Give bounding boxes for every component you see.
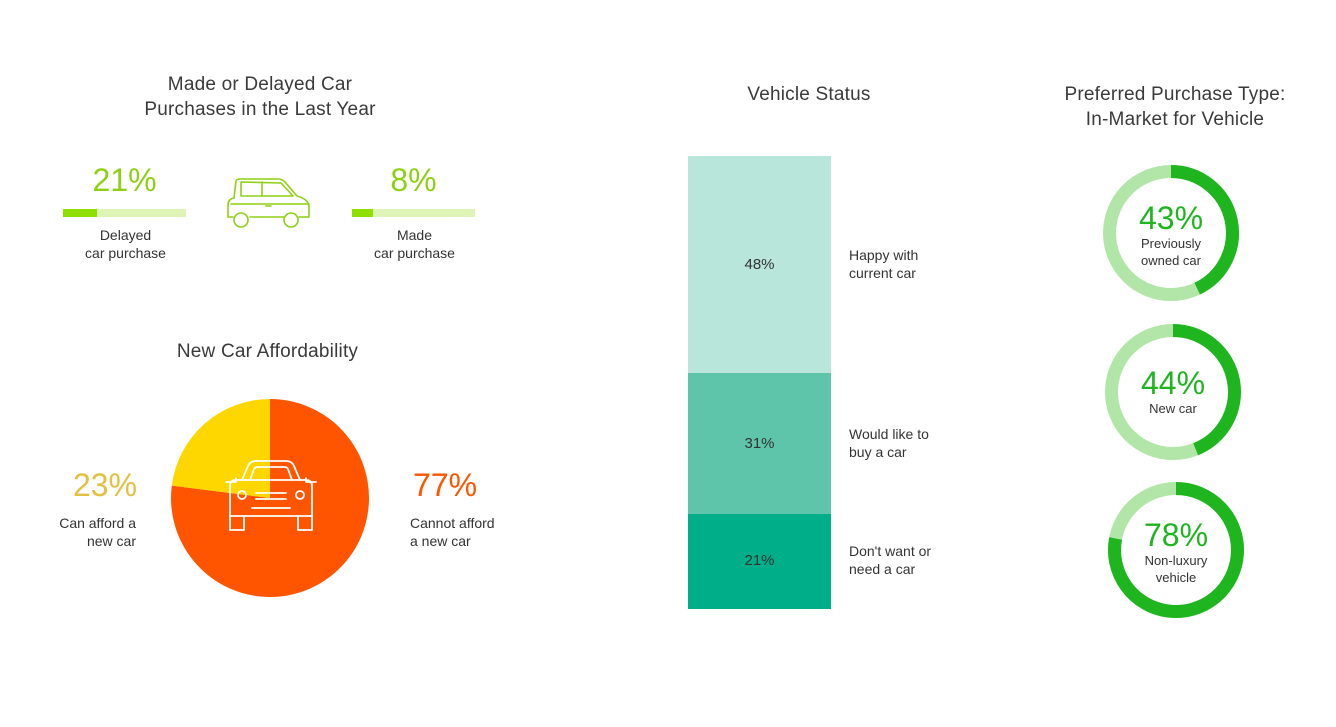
car-side-icon: [222, 176, 314, 232]
delayed-bar-fill: [63, 209, 97, 217]
purchases-title: Made or Delayed Car Purchases in the Las…: [144, 74, 376, 120]
made-bar-fill: [352, 209, 373, 217]
can-afford-label: Can afford a new car: [59, 515, 136, 549]
purchase-type-title: Preferred Purchase Type: In-Market for V…: [1064, 84, 1286, 130]
segment-would-buy-label: Would like to buy a car: [849, 425, 929, 460]
cannot-afford-label: Cannot afford a new car: [410, 515, 495, 549]
affordability-title: New Car Affordability: [176, 341, 359, 362]
vehicle-status-stacked-bar: 48% 31% 21%: [688, 156, 831, 609]
pie-slice-cannot-afford: [171, 399, 370, 597]
made-label: Made car purchase: [374, 227, 455, 261]
can-afford-pct: 23%: [72, 467, 138, 503]
delayed-label: Delayed car purchase: [85, 227, 166, 261]
donut-pct: 78%: [1143, 517, 1209, 553]
segment-dont-want-pct: 21%: [744, 552, 775, 570]
donut-non-luxury: 78% Non-luxury vehicle: [1106, 480, 1246, 620]
car-front-icon: [225, 460, 317, 531]
donut-previously-owned: 43% Previously owned car: [1101, 163, 1241, 303]
segment-dont-want-label: Don't want or need a car: [849, 543, 932, 578]
donut-pct: 43%: [1138, 200, 1204, 236]
segment-happy: 48%: [688, 156, 831, 374]
donut-arc: [1170, 165, 1239, 295]
segment-would-buy-pct: 31%: [744, 434, 775, 452]
donut-arc: [1172, 324, 1241, 456]
donut-label: New car: [1149, 401, 1197, 416]
donut-new-car: 44% New car: [1103, 322, 1243, 462]
donut-arc: [1108, 482, 1244, 618]
affordability-pie: [170, 398, 370, 598]
made-pct: 8%: [390, 162, 437, 198]
segment-happy-pct: 48%: [744, 255, 775, 273]
segment-would-buy: 31%: [688, 373, 831, 514]
segment-dont-want: 21%: [688, 513, 831, 609]
pie-slice-can-afford: [171, 399, 270, 498]
donut-pct: 44%: [1140, 365, 1206, 401]
donut-label: Non-luxury vehicle: [1144, 553, 1208, 585]
vehicle-status-title: Vehicle Status: [747, 84, 871, 105]
delayed-bar-track: [63, 209, 186, 217]
made-bar-track: [352, 209, 475, 217]
segment-happy-label: Happy with current car: [849, 246, 919, 281]
delayed-pct: 21%: [92, 162, 157, 198]
cannot-afford-pct: 77%: [412, 467, 478, 503]
donut-label: Previously owned car: [1141, 236, 1201, 268]
